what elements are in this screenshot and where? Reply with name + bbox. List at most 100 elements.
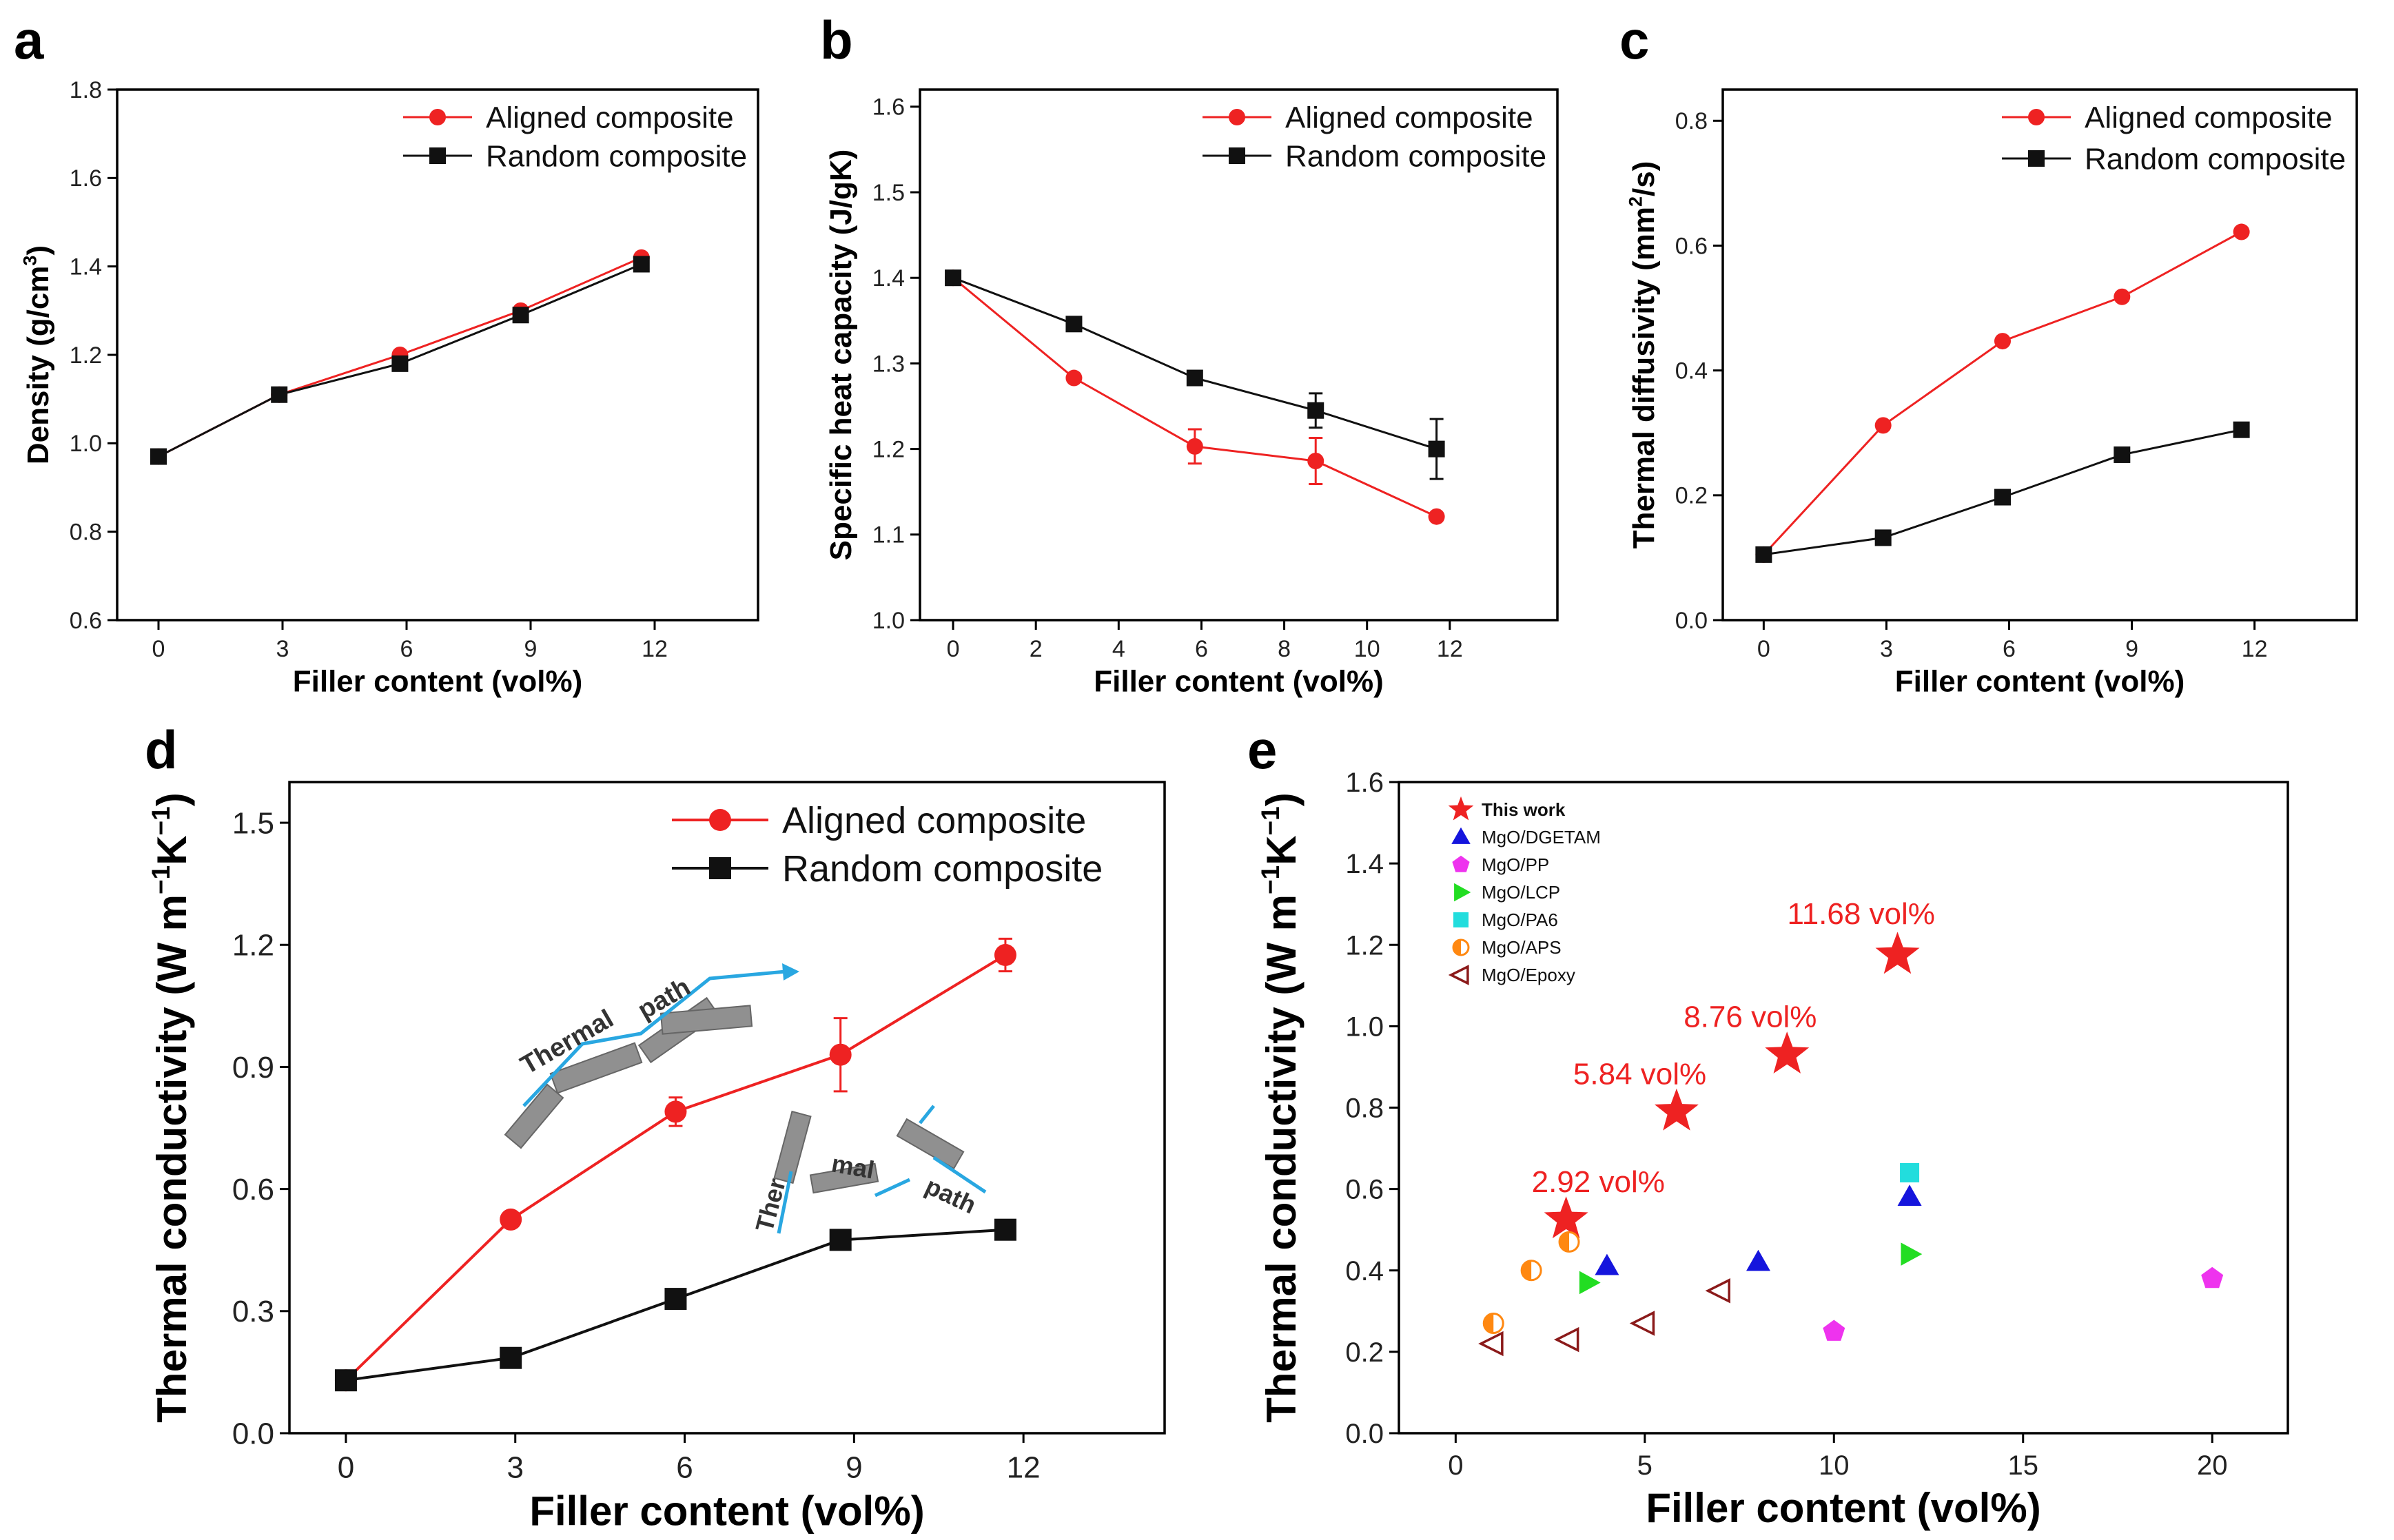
- data-point: [1428, 440, 1445, 458]
- x-tick-label: 4: [1112, 636, 1125, 662]
- legend-label: MgO/LCP: [1482, 882, 1560, 903]
- legend-entry: Aligned composite: [2002, 101, 2333, 134]
- panel-label: d: [145, 719, 178, 780]
- data-point: [2114, 288, 2131, 305]
- x-tick-label: 12: [1007, 1451, 1041, 1485]
- data-point: [1544, 1196, 1588, 1239]
- legend-marker: [1448, 965, 1469, 985]
- x-tick-label: 5: [1637, 1450, 1653, 1481]
- legend-entry: Random composite: [672, 848, 1103, 890]
- plot-frame: [288, 781, 1166, 1435]
- legend-marker: [709, 809, 731, 831]
- y-tick-label: 1.4: [70, 254, 102, 280]
- data-point: [1655, 1088, 1699, 1131]
- y-tick-label: 0.9: [232, 1051, 274, 1085]
- data-point: [829, 1043, 852, 1066]
- legend-label: Random composite: [782, 848, 1103, 890]
- data-point: [1755, 546, 1772, 563]
- x-axis-title: Filler content (vol%): [1094, 665, 1383, 699]
- data-point: [1186, 369, 1203, 387]
- legend-label: Aligned composite: [1285, 101, 1533, 134]
- data-point: [2201, 1266, 2224, 1289]
- data-point: [391, 355, 409, 372]
- panel-label: c: [1619, 10, 1649, 70]
- data-point: [2233, 223, 2250, 240]
- legend-entry: Aligned composite: [403, 101, 734, 134]
- y-tick-label: 1.5: [872, 180, 905, 206]
- aligned-path-arrow: [522, 969, 786, 1107]
- y-axis-title: Thermal conductivity (W m−1K−1): [147, 792, 195, 1422]
- legend-label: MgO/Epoxy: [1482, 965, 1575, 985]
- data-point: [1520, 1260, 1542, 1282]
- y-tick-label: 1.2: [70, 342, 102, 369]
- x-tick-label: 3: [507, 1451, 523, 1485]
- data-point: [334, 1369, 357, 1392]
- legend-marker: [2028, 150, 2045, 167]
- x-tick-label: 12: [642, 636, 668, 662]
- panel-b: b 0 2 4 6 8 10 12 1.0 1.1 1.2 1.3 1.4 1.5 1.6 Filler co…: [820, 10, 1559, 699]
- x-tick-label: 20: [2197, 1450, 2228, 1481]
- y-tick-label: 1.0: [70, 431, 102, 457]
- panel-label: e: [1247, 719, 1277, 780]
- legend-label: Random composite: [2085, 142, 2346, 176]
- data-point: [1900, 1163, 1920, 1182]
- series-mgo-dgetam: [1595, 1184, 1922, 1275]
- series-mgo-pa6: [1900, 1163, 1920, 1182]
- data-point: [633, 256, 650, 273]
- data-point: [1065, 369, 1083, 387]
- legend-marker: [429, 147, 446, 164]
- x-tick-label: 6: [400, 636, 413, 662]
- y-tick-label: 1.0: [872, 608, 905, 634]
- data-point: [1186, 438, 1203, 455]
- data-point: [1478, 1331, 1504, 1357]
- y-tick-label: 0.2: [1675, 483, 1708, 509]
- legend-marker: [709, 857, 731, 879]
- series-line: [1763, 231, 2242, 555]
- point-label: 5.84 vol%: [1573, 1057, 1706, 1091]
- series-mgo-epoxy: [1478, 1278, 1730, 1357]
- legend: Aligned composite Random composite: [672, 800, 1103, 890]
- series-random-composite: [1755, 421, 2250, 563]
- data-point: [1579, 1271, 1601, 1295]
- data-point: [1823, 1320, 1845, 1341]
- series-random-composite: [334, 1218, 1016, 1392]
- data-point: [994, 944, 1016, 967]
- y-tick-label: 0.8: [1675, 108, 1708, 134]
- filler-platelet: [504, 1083, 564, 1149]
- y-tick-label: 0.4: [1675, 358, 1708, 384]
- inset-text: path: [921, 1171, 981, 1219]
- legend-entry: MgO/PP: [1452, 854, 1549, 875]
- legend-entry: Random composite: [2002, 142, 2346, 176]
- filler-platelet: [773, 1110, 812, 1184]
- legend-entry: MgO/APS: [1452, 937, 1562, 958]
- x-tick-label: 9: [846, 1451, 862, 1485]
- y-tick-label: 0.6: [1345, 1175, 1384, 1205]
- y-tick-label: 1.5: [232, 806, 274, 840]
- x-tick-label: 10: [1819, 1450, 1850, 1481]
- x-tick-label: 0: [152, 636, 165, 662]
- legend-marker: [1448, 796, 1474, 821]
- data-point: [271, 386, 288, 403]
- data-point: [1765, 1031, 1810, 1074]
- data-point: [500, 1346, 522, 1369]
- legend-entry: MgO/LCP: [1454, 882, 1560, 903]
- data-point: [664, 1100, 687, 1123]
- series-line: [952, 276, 1438, 451]
- panel-d: d 0 3 6 9 12 0.0 0.3 0.6 0.9 1.2 1.5 Filler content …: [145, 719, 1166, 1534]
- filler-platelet: [659, 1005, 753, 1035]
- plot-frame: [1721, 88, 2358, 622]
- y-tick-label: 1.6: [1345, 768, 1384, 798]
- legend: Aligned composite Random composite: [1203, 101, 1546, 173]
- data-point: [1874, 417, 1892, 434]
- filler-platelet: [549, 1042, 643, 1094]
- panel-label: a: [14, 10, 44, 70]
- legend-marker: [1452, 855, 1470, 872]
- x-tick-label: 8: [1278, 636, 1291, 662]
- series-this-work: 2.92 vol% 5.84 vol% 8.76 vol% 11.68 vol%: [1532, 897, 1935, 1239]
- data-point: [1558, 1231, 1580, 1253]
- y-tick-label: 1.4: [872, 265, 905, 291]
- legend-entry: MgO/DGETAM: [1451, 827, 1601, 848]
- series-mgo-lcp: [1579, 1242, 1923, 1295]
- random-path-arrow: [777, 1171, 793, 1234]
